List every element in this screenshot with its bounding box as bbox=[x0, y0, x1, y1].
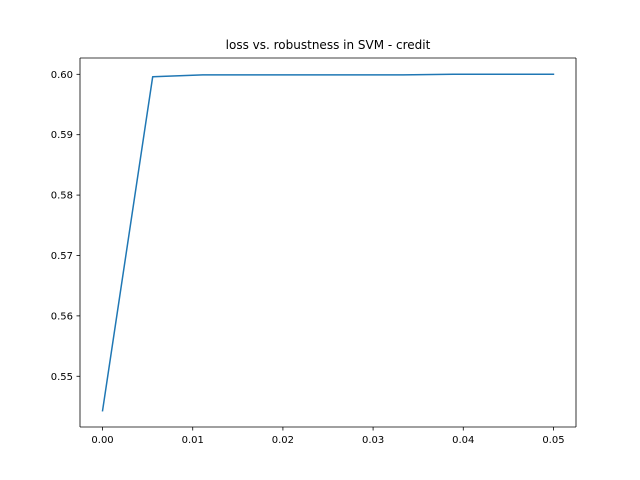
series-line-0 bbox=[101, 73, 555, 412]
y-tick-label: 0.58 bbox=[51, 191, 73, 202]
x-tick-label: 0.03 bbox=[362, 435, 384, 446]
x-tick-label: 0.05 bbox=[542, 435, 564, 446]
y-tick-label: 0.57 bbox=[51, 251, 73, 262]
y-tick-label: 0.59 bbox=[51, 130, 73, 141]
y-tick-label: 0.60 bbox=[51, 70, 73, 81]
x-tick-label: 0.00 bbox=[91, 435, 113, 446]
plot-area: 0.00 0.01 0.02 0.03 0.04 0.05 0.55 0.56 0.57 0.58… bbox=[51, 57, 577, 446]
chart-title: loss vs. robustness in SVM - credit bbox=[226, 38, 431, 52]
y-tick-label: 0.55 bbox=[51, 372, 73, 383]
x-tick-label: 0.02 bbox=[272, 435, 294, 446]
y-tick-label: 0.56 bbox=[51, 311, 73, 322]
x-tick-label: 0.01 bbox=[182, 435, 204, 446]
x-tick-label: 0.04 bbox=[452, 435, 474, 446]
